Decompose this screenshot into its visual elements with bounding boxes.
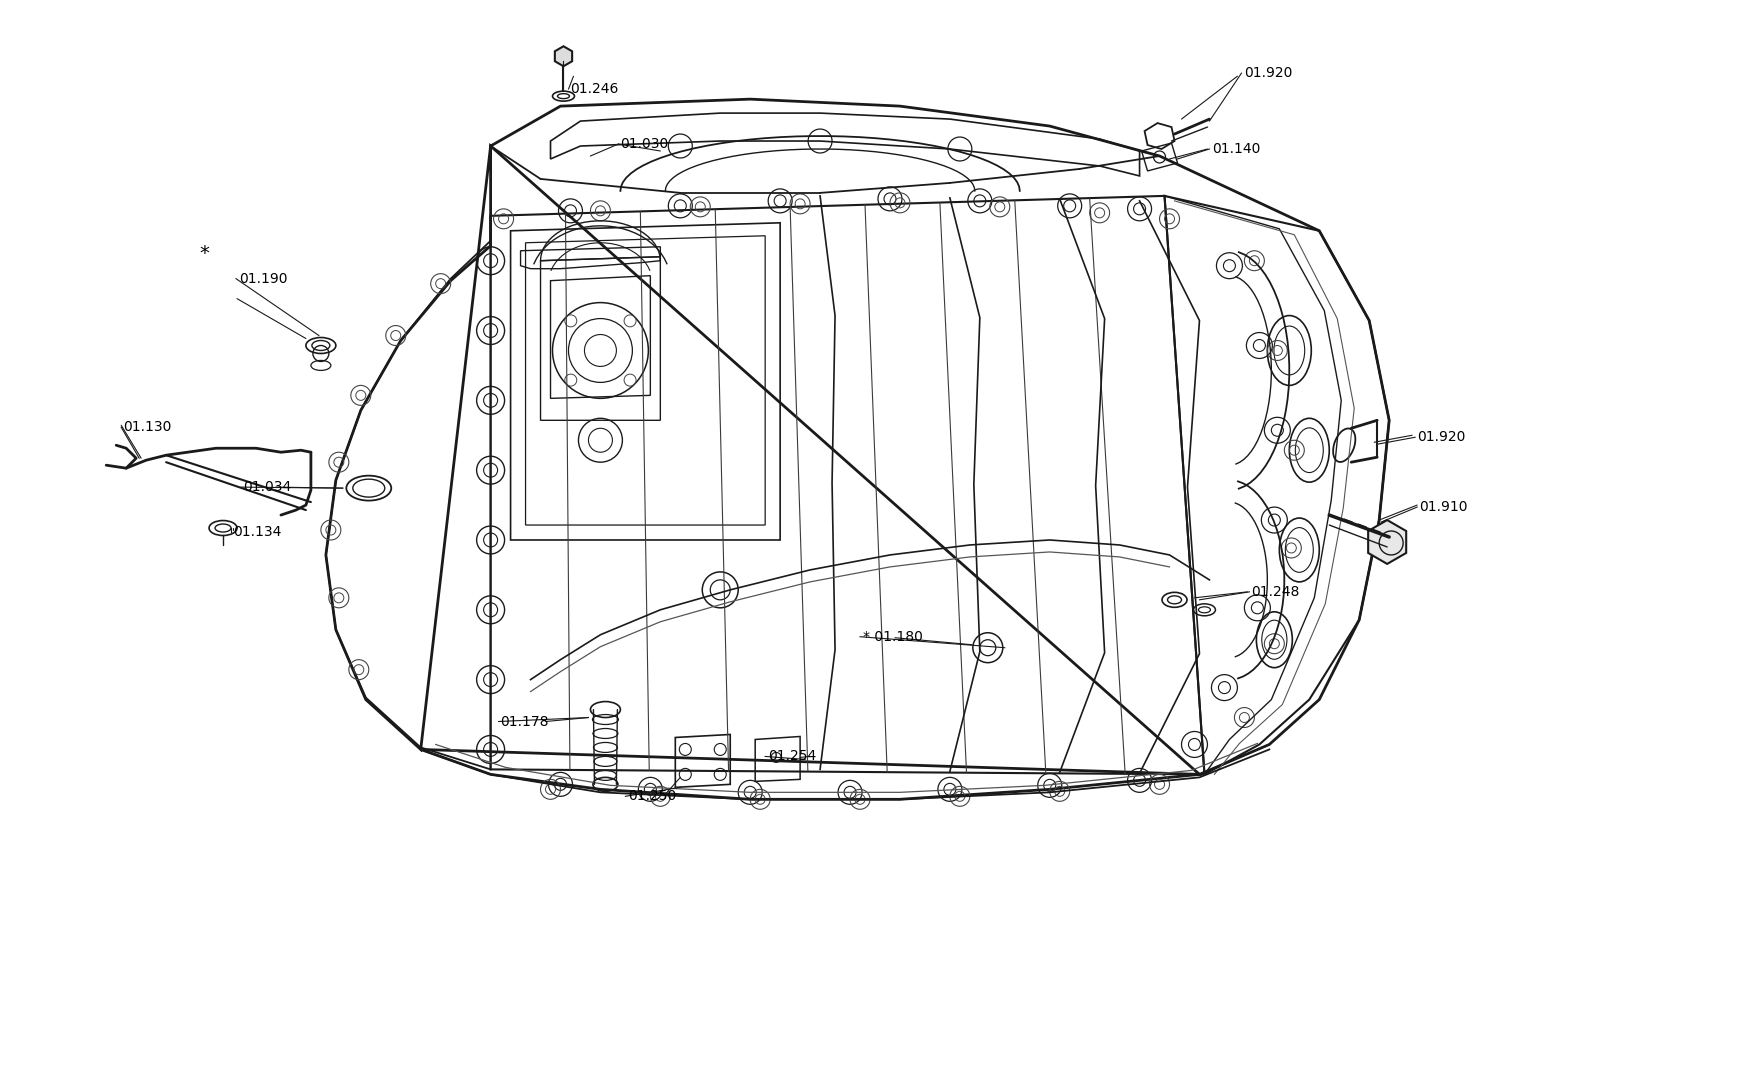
Polygon shape [555,46,572,66]
Text: * 01.180: * 01.180 [863,630,922,644]
Text: 01.034: 01.034 [243,480,290,494]
Text: 01.920: 01.920 [1416,430,1464,444]
Text: 01.190: 01.190 [238,272,287,286]
Text: 01.246: 01.246 [570,82,619,96]
Text: *: * [198,244,209,263]
Text: 01.920: 01.920 [1243,66,1292,80]
Text: 01.140: 01.140 [1212,142,1261,156]
Text: 01.134: 01.134 [233,525,282,539]
Text: 01.250: 01.250 [628,790,676,804]
Text: 01.030: 01.030 [621,137,668,151]
Text: 01.130: 01.130 [123,421,172,434]
Text: 01.178: 01.178 [501,715,550,729]
Text: 01.248: 01.248 [1250,585,1299,599]
Text: 01.910: 01.910 [1419,500,1466,514]
Polygon shape [1367,520,1405,564]
Text: 01.254: 01.254 [767,749,816,763]
